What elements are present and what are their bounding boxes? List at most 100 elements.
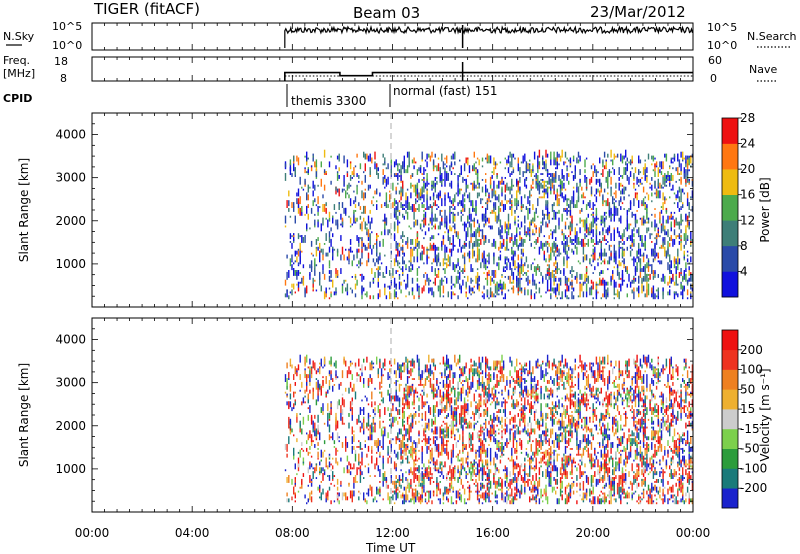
range-gate-cell	[411, 264, 414, 271]
range-gate-cell	[454, 477, 456, 479]
range-gate-cell	[489, 424, 492, 427]
range-gate-cell	[559, 155, 562, 158]
range-gate-cell	[418, 295, 420, 298]
range-gate-cell	[447, 426, 449, 429]
range-gate-cell	[457, 477, 459, 483]
range-gate-cell	[400, 175, 402, 181]
range-gate-cell	[416, 242, 419, 247]
range-gate-cell	[465, 242, 467, 247]
range-gate-cell	[579, 227, 581, 234]
range-gate-cell	[633, 258, 635, 267]
range-gate-cell	[299, 374, 301, 380]
range-gate-cell	[511, 165, 513, 168]
range-gate-cell	[638, 291, 640, 298]
range-gate-cell	[437, 467, 440, 470]
range-gate-cell	[579, 155, 581, 162]
range-gate-cell	[542, 167, 544, 170]
range-gate-cell	[670, 173, 672, 181]
range-gate-cell	[457, 391, 459, 400]
range-gate-cell	[413, 221, 415, 228]
cpid-mode-normal: normal (fast) 151	[393, 84, 497, 98]
range-gate-cell	[364, 153, 366, 160]
range-gate-cell	[452, 475, 454, 479]
range-gate-cell	[358, 175, 360, 179]
range-gate-cell	[667, 240, 669, 249]
range-gate-cell	[480, 467, 482, 472]
range-gate-cell	[489, 500, 492, 503]
range-gate-cell	[473, 424, 475, 429]
range-gate-cell	[426, 422, 428, 425]
range-gate-cell	[517, 277, 519, 286]
range-gate-cell	[566, 283, 568, 292]
range-gate-cell	[376, 246, 378, 253]
range-gate-cell	[470, 293, 472, 296]
range-gate-cell	[424, 159, 427, 162]
range-gate-cell	[538, 266, 541, 272]
range-gate-cell	[377, 266, 379, 271]
range-gate-cell	[475, 484, 477, 487]
range-gate-cell	[584, 174, 586, 183]
range-gate-cell	[683, 192, 685, 195]
range-gate-cell	[652, 155, 655, 162]
range-gate-cell	[634, 167, 637, 174]
range-gate-cell	[480, 446, 482, 448]
range-gate-cell	[680, 163, 682, 172]
range-gate-cell	[309, 405, 311, 413]
range-gate-cell	[424, 378, 427, 386]
range-gate-cell	[509, 223, 511, 230]
range-gate-cell	[677, 190, 679, 199]
range-gate-cell	[449, 182, 451, 187]
range-gate-cell	[424, 217, 427, 226]
range-gate-cell	[540, 221, 542, 224]
range-gate-cell	[406, 422, 409, 425]
range-gate-cell	[423, 237, 425, 240]
range-gate-cell	[374, 161, 376, 164]
range-gate-cell	[439, 471, 441, 474]
range-gate-cell	[380, 231, 383, 236]
range-gate-cell	[340, 412, 342, 421]
range-gate-cell	[419, 374, 422, 380]
range-gate-cell	[361, 180, 363, 185]
range-gate-cell	[444, 171, 446, 179]
range-gate-cell	[358, 266, 360, 269]
range-gate-cell	[540, 182, 542, 189]
range-gate-cell	[633, 198, 635, 207]
range-gate-cell	[465, 420, 467, 423]
range-gate-cell	[483, 492, 485, 501]
range-gate-cell	[332, 378, 334, 382]
range-gate-cell	[330, 356, 332, 365]
range-gate-cell	[387, 204, 389, 208]
range-gate-cell	[568, 235, 570, 238]
range-gate-cell	[452, 283, 454, 286]
range-gate-cell	[476, 403, 479, 410]
range-gate-cell	[442, 237, 445, 245]
range-gate-cell	[328, 287, 331, 290]
range-gate-cell	[509, 500, 511, 505]
range-gate-cell	[569, 225, 572, 232]
range-gate-cell	[411, 378, 414, 380]
range-gate-cell	[359, 469, 362, 476]
range-gate-cell	[389, 413, 391, 417]
range-gate-cell	[354, 362, 357, 367]
range-gate-cell	[654, 192, 656, 195]
range-gate-cell	[537, 215, 539, 218]
range-gate-cell	[434, 277, 436, 286]
range-gate-cell	[319, 366, 321, 375]
range-gate-cell	[432, 358, 435, 363]
range-gate-cell	[533, 241, 536, 243]
range-gate-cell	[470, 422, 472, 429]
range-gate-cell	[441, 469, 443, 476]
range-gate-cell	[302, 397, 305, 404]
range-gate-cell	[418, 420, 420, 423]
range-gate-cell	[332, 246, 334, 253]
range-gate-cell	[338, 167, 340, 172]
range-gate-cell	[301, 428, 303, 435]
range-gate-cell	[359, 368, 362, 371]
range-gate-cell	[426, 254, 428, 261]
range-gate-cell	[514, 430, 516, 433]
range-gate-cell	[297, 463, 300, 468]
range-gate-cell	[494, 494, 497, 499]
range-gate-cell	[442, 356, 445, 365]
range-gate-cell	[317, 424, 319, 431]
